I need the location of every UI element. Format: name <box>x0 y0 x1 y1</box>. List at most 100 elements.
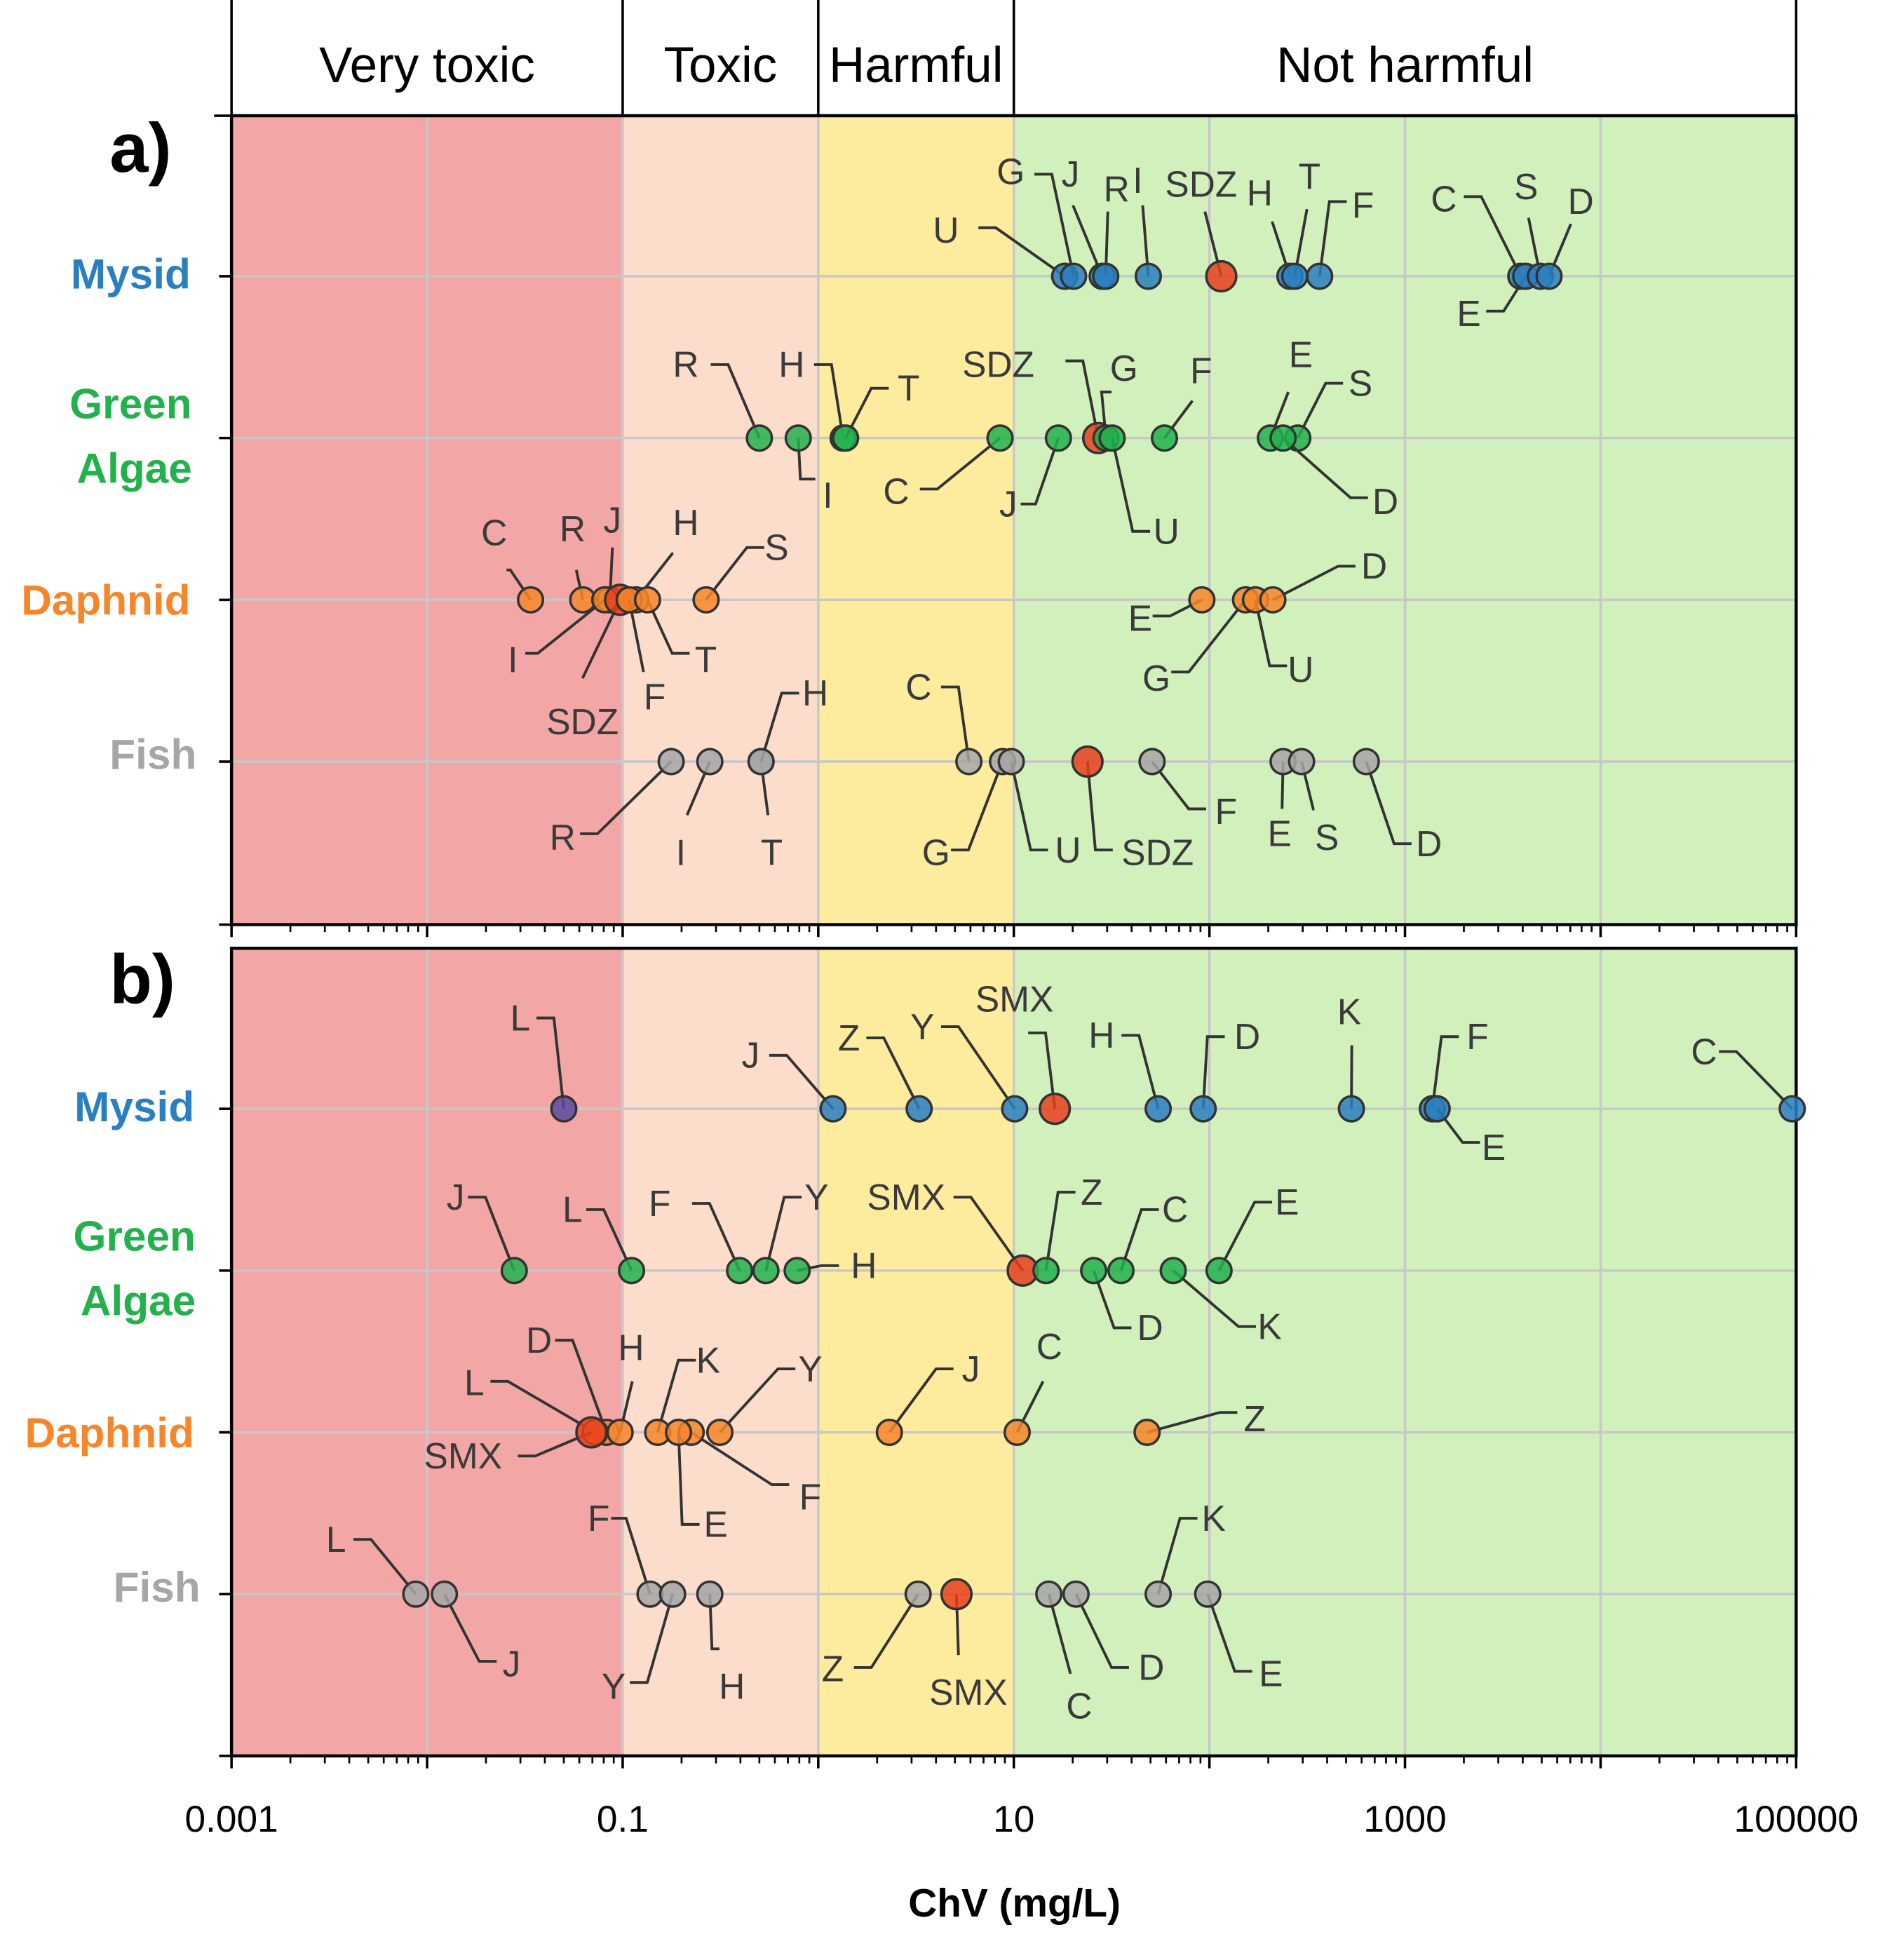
leader-line <box>978 226 1066 278</box>
leader-line <box>635 552 674 601</box>
point-label: T <box>1299 156 1320 197</box>
leader-line <box>586 1208 633 1271</box>
point-label: C <box>905 666 931 707</box>
data-point-s <box>692 586 720 614</box>
point-label: E <box>1482 1127 1506 1168</box>
leader-line <box>759 691 799 762</box>
leader-line <box>536 1016 565 1109</box>
data-point-f <box>1150 424 1179 452</box>
data-point-sdz <box>1071 745 1104 778</box>
point-label: C <box>481 512 507 553</box>
leader-line <box>525 598 606 655</box>
point-label: SDZ <box>1121 832 1194 872</box>
leader-line <box>1047 1593 1072 1675</box>
leader-line <box>1217 1201 1273 1271</box>
leader-line <box>951 761 1004 852</box>
point-label: L <box>326 1519 346 1560</box>
data-point-k <box>1337 1095 1365 1123</box>
leader-line <box>769 1053 834 1110</box>
band-harmful <box>818 116 1014 925</box>
leader-line <box>710 363 761 439</box>
point-label: C <box>1691 1031 1717 1072</box>
data-point-f <box>636 1580 664 1608</box>
leader-line <box>1074 1593 1129 1669</box>
point-label: F <box>1190 351 1212 391</box>
leader-line <box>690 1431 790 1487</box>
data-point-d <box>1189 1095 1217 1123</box>
data-point-k <box>1159 1257 1187 1285</box>
point-label: SMX <box>929 1672 1008 1712</box>
band-toxic <box>622 116 818 925</box>
row-label-fish: Fish <box>114 1563 201 1611</box>
data-point-d <box>1062 1580 1090 1608</box>
point-label: J <box>1062 154 1080 194</box>
data-point-d <box>1259 586 1287 614</box>
point-label: K <box>1201 1498 1225 1539</box>
row-label-mysid: Mysid <box>74 1083 194 1130</box>
leader-line <box>442 1593 497 1663</box>
point-label: S <box>1315 817 1339 858</box>
data-point-j <box>500 1257 528 1285</box>
data-point-c <box>1778 1095 1806 1123</box>
point-label: D <box>1234 1016 1260 1057</box>
point-label: Y <box>798 1349 822 1389</box>
leader-line <box>1254 599 1288 668</box>
leader-line <box>1272 565 1356 602</box>
leader-line <box>646 599 690 655</box>
data-point-r <box>657 748 685 776</box>
leader-line <box>1028 1031 1057 1109</box>
data-point-sdz <box>1205 259 1238 293</box>
point-label: L <box>464 1362 485 1403</box>
data-point-h <box>606 1419 634 1447</box>
data-point-k <box>1144 1580 1173 1608</box>
leader-line <box>1172 1269 1256 1328</box>
data-point-j <box>1044 424 1072 452</box>
point-label: F <box>1466 1016 1488 1057</box>
point-label: SDZ <box>1165 163 1237 204</box>
panel-label-b: b) <box>109 940 175 1018</box>
leader-line <box>1010 761 1048 852</box>
point-label: E <box>703 1504 727 1545</box>
point-label: F <box>644 677 665 717</box>
leader-line <box>1171 599 1247 674</box>
leader-line <box>1365 761 1412 846</box>
point-label: SDZ <box>546 701 619 742</box>
band-toxic <box>622 948 818 1756</box>
point-label: D <box>1137 1307 1163 1348</box>
point-label: F <box>588 1498 609 1539</box>
point-label: H <box>618 1327 644 1368</box>
leader-line <box>691 1202 741 1271</box>
leader-line <box>1282 437 1368 499</box>
point-label: D <box>1138 1647 1164 1688</box>
data-point-c <box>955 748 983 776</box>
data-point-y <box>658 1580 687 1608</box>
point-label: F <box>799 1477 821 1518</box>
leader-line <box>656 1358 696 1433</box>
data-point-r <box>1092 262 1120 290</box>
point-label: J <box>447 1177 465 1217</box>
data-point-s <box>1288 748 1316 776</box>
leader-line <box>1086 761 1113 852</box>
row-label-green-algae: Algae <box>77 445 192 492</box>
leader-line <box>1065 359 1100 439</box>
row-label-fish: Fish <box>109 731 196 778</box>
category-label-very-toxic: Very toxic <box>319 38 535 93</box>
data-point-e <box>1205 1257 1233 1285</box>
leader-line <box>580 760 673 835</box>
data-point-z <box>1032 1257 1060 1285</box>
point-label: SMX <box>424 1435 503 1476</box>
data-point-l <box>550 1095 578 1123</box>
point-label: Y <box>910 1006 934 1047</box>
row-label-green-algae: Algae <box>81 1277 196 1325</box>
data-point-t <box>1281 262 1309 290</box>
leader-line <box>1044 1191 1076 1271</box>
data-point-i <box>784 424 812 452</box>
leader-line <box>888 1367 954 1433</box>
point-label: U <box>1154 511 1180 552</box>
data-point-smx <box>1039 1093 1072 1126</box>
data-point-j <box>819 1095 847 1123</box>
leader-line <box>1431 1035 1459 1109</box>
leader-line <box>490 1379 596 1434</box>
point-label: T <box>898 367 919 408</box>
point-label: S <box>764 527 788 568</box>
